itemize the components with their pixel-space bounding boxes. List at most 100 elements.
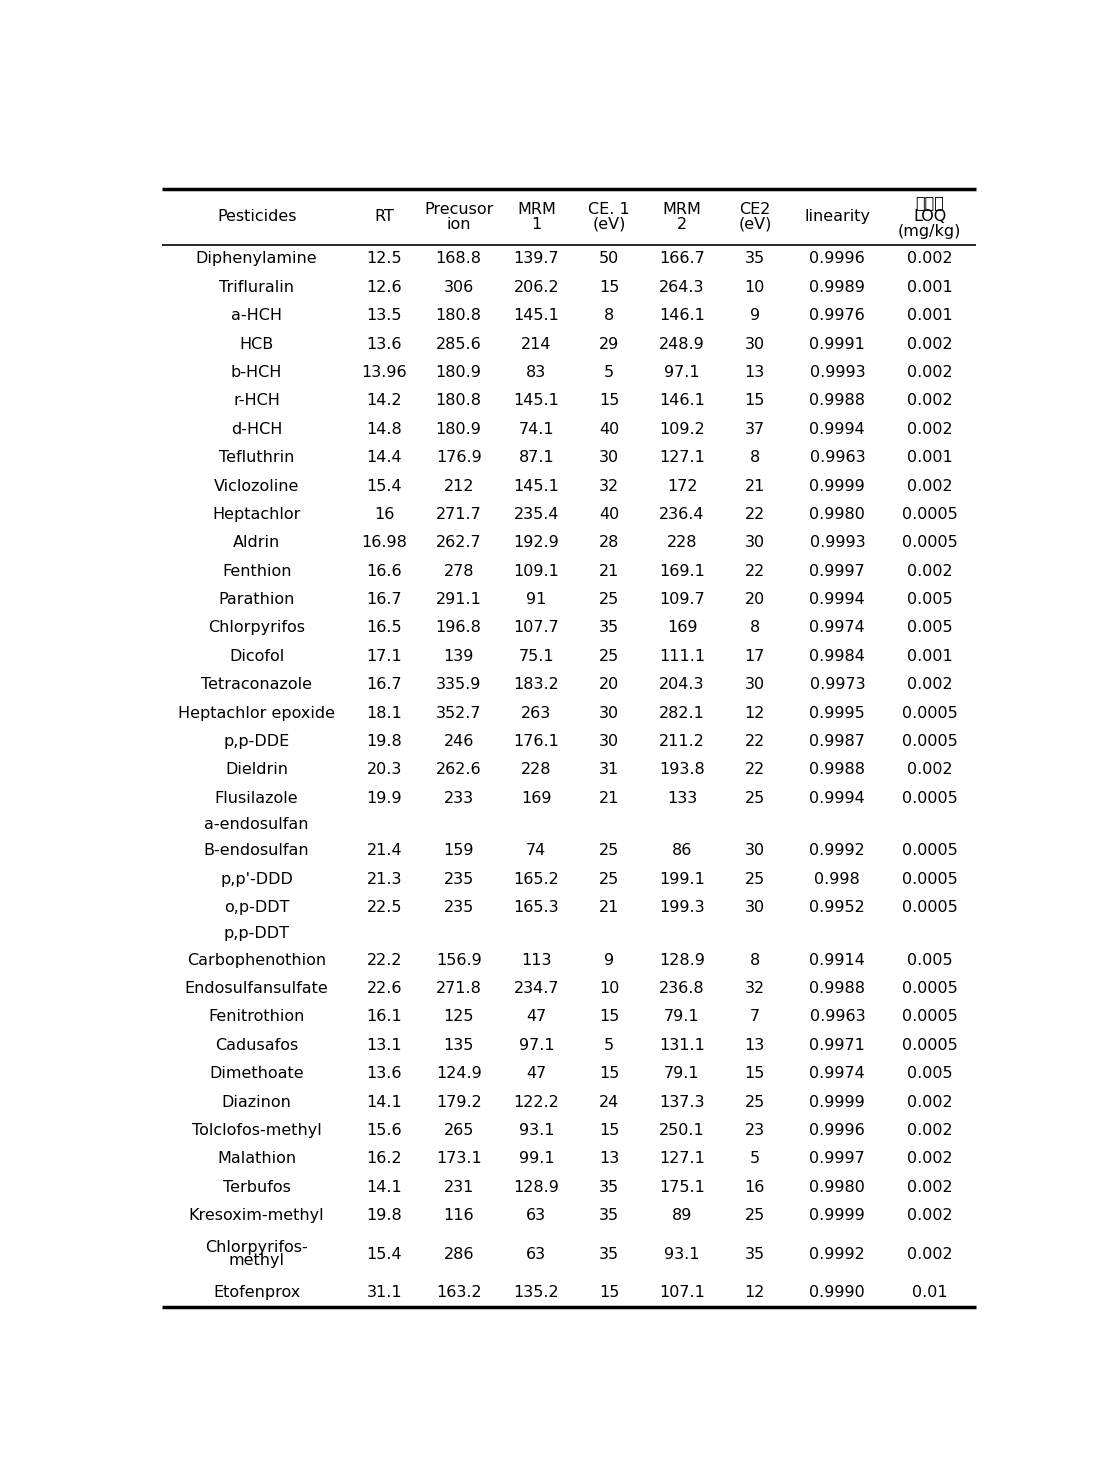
Text: 137.3: 137.3 bbox=[659, 1094, 705, 1109]
Text: 135.2: 135.2 bbox=[514, 1286, 559, 1300]
Text: 285.6: 285.6 bbox=[436, 336, 482, 351]
Text: 196.8: 196.8 bbox=[436, 621, 482, 635]
Text: 0.9980: 0.9980 bbox=[809, 507, 866, 521]
Text: 0.9952: 0.9952 bbox=[809, 900, 866, 915]
Text: 0.0005: 0.0005 bbox=[901, 872, 958, 887]
Text: 8: 8 bbox=[749, 450, 760, 465]
Text: 0.9914: 0.9914 bbox=[809, 952, 866, 967]
Text: 0.9996: 0.9996 bbox=[809, 252, 866, 267]
Text: 125: 125 bbox=[443, 1010, 474, 1025]
Text: 16.7: 16.7 bbox=[366, 592, 402, 607]
Text: 89: 89 bbox=[672, 1208, 693, 1223]
Text: 163.2: 163.2 bbox=[436, 1286, 482, 1300]
Text: 0.998: 0.998 bbox=[815, 872, 860, 887]
Text: 168.8: 168.8 bbox=[435, 252, 482, 267]
Text: 74: 74 bbox=[526, 843, 546, 859]
Text: p,p-DDE: p,p-DDE bbox=[223, 735, 290, 749]
Text: 35: 35 bbox=[745, 252, 765, 267]
Text: o,p-DDT: o,p-DDT bbox=[224, 900, 290, 915]
Text: 180.9: 180.9 bbox=[436, 422, 482, 437]
Text: 228: 228 bbox=[521, 763, 552, 778]
Text: p,p'-DDD: p,p'-DDD bbox=[220, 872, 293, 887]
Text: 0.0005: 0.0005 bbox=[901, 1038, 958, 1053]
Text: 25: 25 bbox=[599, 872, 619, 887]
Text: 0.9963: 0.9963 bbox=[809, 450, 865, 465]
Text: 13.5: 13.5 bbox=[366, 308, 402, 323]
Text: 0.9996: 0.9996 bbox=[809, 1123, 866, 1137]
Text: 235.4: 235.4 bbox=[514, 507, 559, 521]
Text: 22.6: 22.6 bbox=[366, 980, 402, 997]
Text: 133: 133 bbox=[667, 791, 697, 806]
Text: 0.9988: 0.9988 bbox=[809, 763, 866, 778]
Text: 99.1: 99.1 bbox=[518, 1151, 554, 1167]
Text: 16.5: 16.5 bbox=[366, 621, 402, 635]
Text: (mg/kg): (mg/kg) bbox=[898, 224, 961, 238]
Text: 30: 30 bbox=[745, 843, 765, 859]
Text: 13: 13 bbox=[745, 1038, 765, 1053]
Text: CE. 1: CE. 1 bbox=[588, 203, 630, 218]
Text: 기기적: 기기적 bbox=[915, 195, 945, 210]
Text: 235: 235 bbox=[444, 900, 474, 915]
Text: methyl: methyl bbox=[229, 1253, 284, 1268]
Text: 169: 169 bbox=[667, 621, 697, 635]
Text: 35: 35 bbox=[599, 621, 619, 635]
Text: linearity: linearity bbox=[805, 209, 870, 225]
Text: 0.9994: 0.9994 bbox=[809, 592, 866, 607]
Text: 12: 12 bbox=[745, 705, 765, 721]
Text: 22: 22 bbox=[745, 564, 765, 579]
Text: 192.9: 192.9 bbox=[514, 535, 559, 551]
Text: Viclozoline: Viclozoline bbox=[214, 478, 300, 493]
Text: Fenitrothion: Fenitrothion bbox=[209, 1010, 305, 1025]
Text: 9: 9 bbox=[604, 952, 614, 967]
Text: 124.9: 124.9 bbox=[436, 1066, 482, 1081]
Text: 16.98: 16.98 bbox=[362, 535, 407, 551]
Text: 47: 47 bbox=[526, 1010, 546, 1025]
Text: 31: 31 bbox=[599, 763, 619, 778]
Text: Terbufos: Terbufos bbox=[223, 1180, 291, 1195]
Text: 30: 30 bbox=[599, 735, 619, 749]
Text: 278: 278 bbox=[443, 564, 474, 579]
Text: 83: 83 bbox=[526, 364, 546, 381]
Text: 0.002: 0.002 bbox=[907, 364, 952, 381]
Text: 166.7: 166.7 bbox=[659, 252, 705, 267]
Text: Carbophenothion: Carbophenothion bbox=[188, 952, 326, 967]
Text: 15.6: 15.6 bbox=[366, 1123, 402, 1137]
Text: 204.3: 204.3 bbox=[659, 677, 705, 692]
Text: 271.7: 271.7 bbox=[436, 507, 482, 521]
Text: 35: 35 bbox=[599, 1247, 619, 1262]
Text: 180.8: 180.8 bbox=[435, 308, 482, 323]
Text: 0.001: 0.001 bbox=[907, 450, 952, 465]
Text: 262.6: 262.6 bbox=[436, 763, 482, 778]
Text: 0.9963: 0.9963 bbox=[809, 1010, 865, 1025]
Text: 235: 235 bbox=[444, 872, 474, 887]
Text: 116: 116 bbox=[443, 1208, 474, 1223]
Text: 30: 30 bbox=[745, 677, 765, 692]
Text: 24: 24 bbox=[599, 1094, 619, 1109]
Text: 22.2: 22.2 bbox=[366, 952, 402, 967]
Text: 135: 135 bbox=[444, 1038, 474, 1053]
Text: 17.1: 17.1 bbox=[366, 649, 402, 663]
Text: 0.9994: 0.9994 bbox=[809, 791, 866, 806]
Text: 30: 30 bbox=[745, 535, 765, 551]
Text: a-HCH: a-HCH bbox=[231, 308, 282, 323]
Text: 179.2: 179.2 bbox=[436, 1094, 482, 1109]
Text: 193.8: 193.8 bbox=[659, 763, 705, 778]
Text: 0.9995: 0.9995 bbox=[809, 705, 866, 721]
Text: Flusilazole: Flusilazole bbox=[215, 791, 299, 806]
Text: 0.001: 0.001 bbox=[907, 308, 952, 323]
Text: 14.8: 14.8 bbox=[366, 422, 402, 437]
Text: 131.1: 131.1 bbox=[659, 1038, 705, 1053]
Text: 0.005: 0.005 bbox=[907, 621, 952, 635]
Text: 0.001: 0.001 bbox=[907, 649, 952, 663]
Text: 40: 40 bbox=[599, 507, 619, 521]
Text: 20: 20 bbox=[745, 592, 765, 607]
Text: 35: 35 bbox=[745, 1247, 765, 1262]
Text: 265: 265 bbox=[444, 1123, 474, 1137]
Text: Malathion: Malathion bbox=[218, 1151, 296, 1167]
Text: 1: 1 bbox=[532, 216, 542, 231]
Text: 19.8: 19.8 bbox=[366, 735, 402, 749]
Text: 93.1: 93.1 bbox=[664, 1247, 699, 1262]
Text: 0.0005: 0.0005 bbox=[901, 900, 958, 915]
Text: 0.0005: 0.0005 bbox=[901, 1010, 958, 1025]
Text: 32: 32 bbox=[599, 478, 619, 493]
